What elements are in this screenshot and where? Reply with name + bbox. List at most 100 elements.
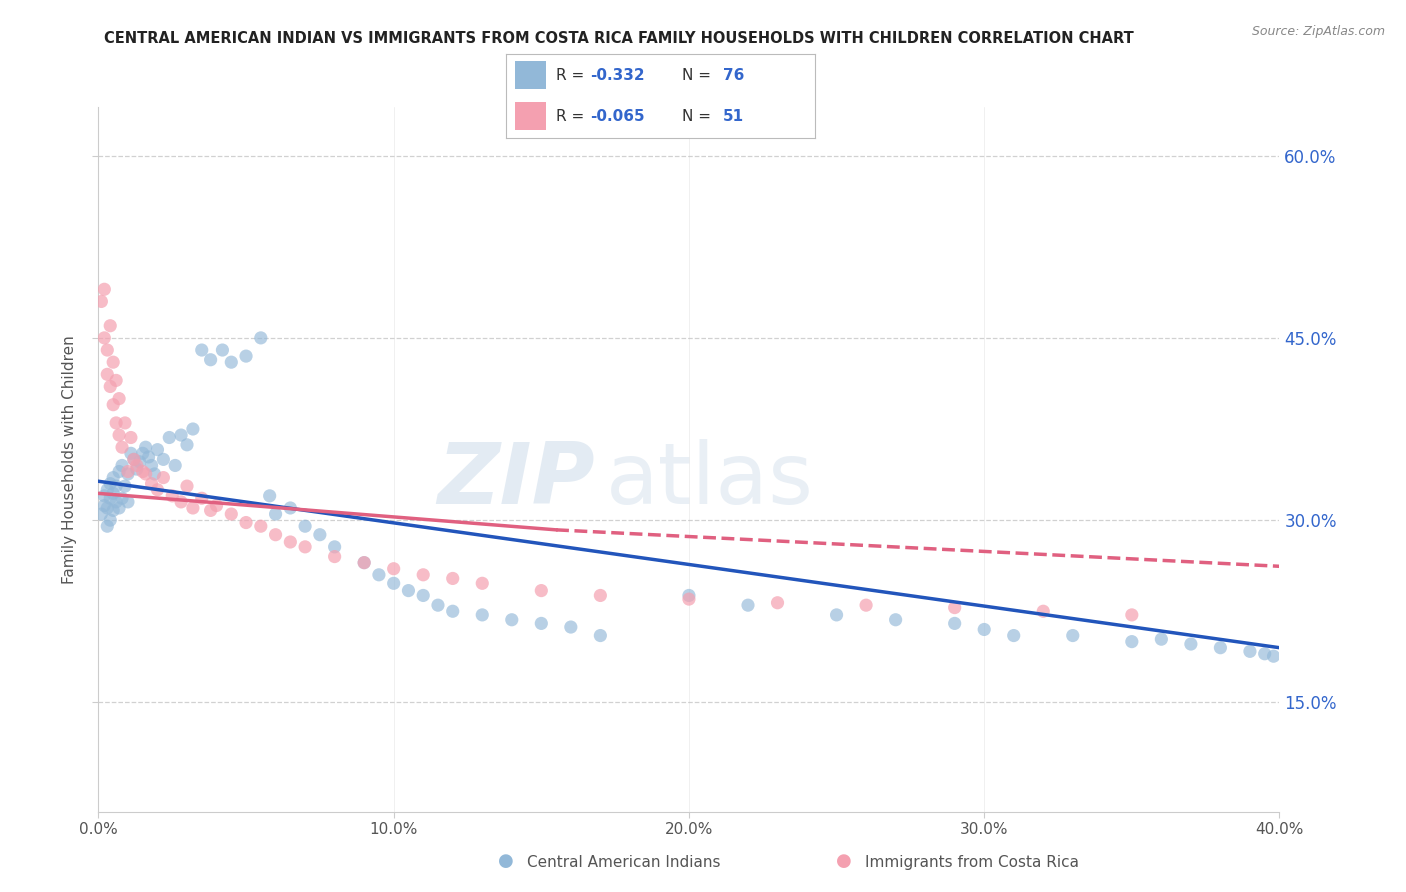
Point [678,589,700,603]
Text: R =: R = [555,109,589,124]
Point [353,556,375,570]
Point [382,576,405,591]
Point [181,500,204,515]
Point [501,613,523,627]
Point [103,355,125,369]
Text: Immigrants from Costa Rica: Immigrants from Costa Rica [865,855,1078,870]
Point [103,503,125,517]
Point [103,470,125,484]
Point [396,583,419,598]
Point [170,428,193,442]
Point [294,519,316,533]
Point [96,368,118,382]
Point [1180,637,1202,651]
Point [176,479,198,493]
Point [943,616,966,631]
Point [309,527,332,541]
Point [143,467,166,481]
Point [323,549,346,564]
Point [1032,604,1054,618]
Point [135,467,157,481]
Point [943,600,966,615]
Text: 51: 51 [723,109,744,124]
Point [98,476,121,491]
Point [96,519,118,533]
Point [264,527,287,541]
Point [117,467,139,481]
Point [278,500,302,515]
Point [132,446,155,460]
Text: N =: N = [682,68,716,83]
Point [105,495,128,509]
Text: Source: ZipAtlas.com: Source: ZipAtlas.com [1251,25,1385,38]
Point [219,507,242,521]
Text: ●: ● [835,852,852,870]
Text: ●: ● [498,852,515,870]
Point [1121,634,1143,648]
Point [122,452,145,467]
Point [108,392,131,406]
Point [737,598,759,612]
Point [1239,644,1261,658]
Point [146,483,169,497]
Point [162,489,183,503]
Point [200,503,222,517]
Point [191,343,214,357]
Point [973,623,995,637]
Point [105,416,128,430]
Point [96,500,118,515]
Point [96,483,118,497]
Point [108,428,131,442]
Point [111,440,134,454]
Point [135,440,157,454]
Point [111,458,134,473]
Point [1002,628,1025,642]
Y-axis label: Family Households with Children: Family Households with Children [62,335,77,583]
Point [560,620,582,634]
Point [117,465,139,479]
Point [111,491,134,506]
Point [93,489,115,503]
Point [200,352,222,367]
Point [766,596,789,610]
Point [146,442,169,457]
Text: CENTRAL AMERICAN INDIAN VS IMMIGRANTS FROM COSTA RICA FAMILY HOUSEHOLDS WITH CHI: CENTRAL AMERICAN INDIAN VS IMMIGRANTS FR… [104,31,1133,46]
Point [884,613,907,627]
Point [120,446,142,460]
Point [93,282,115,296]
Point [105,373,128,387]
Point [132,465,155,479]
Point [323,540,346,554]
Point [678,592,700,607]
Point [471,607,494,622]
Point [114,416,136,430]
Point [141,458,163,473]
Point [152,470,174,484]
Point [122,452,145,467]
Point [278,535,302,549]
Point [530,583,553,598]
Point [125,458,148,473]
Point [219,355,242,369]
Point [589,628,612,642]
Point [855,598,877,612]
Point [125,462,148,476]
Point [98,379,121,393]
Point [441,604,464,618]
Text: Central American Indians: Central American Indians [527,855,721,870]
Point [1263,649,1285,664]
Text: -0.065: -0.065 [589,109,644,124]
Point [250,331,273,345]
Point [120,430,142,444]
Text: N =: N = [682,109,716,124]
Point [368,567,391,582]
Point [108,465,131,479]
Point [98,513,121,527]
Point [152,452,174,467]
Point [235,349,257,363]
Point [1121,607,1143,622]
Bar [516,62,547,89]
Point [98,318,121,333]
Point [471,576,494,591]
Point [825,607,848,622]
